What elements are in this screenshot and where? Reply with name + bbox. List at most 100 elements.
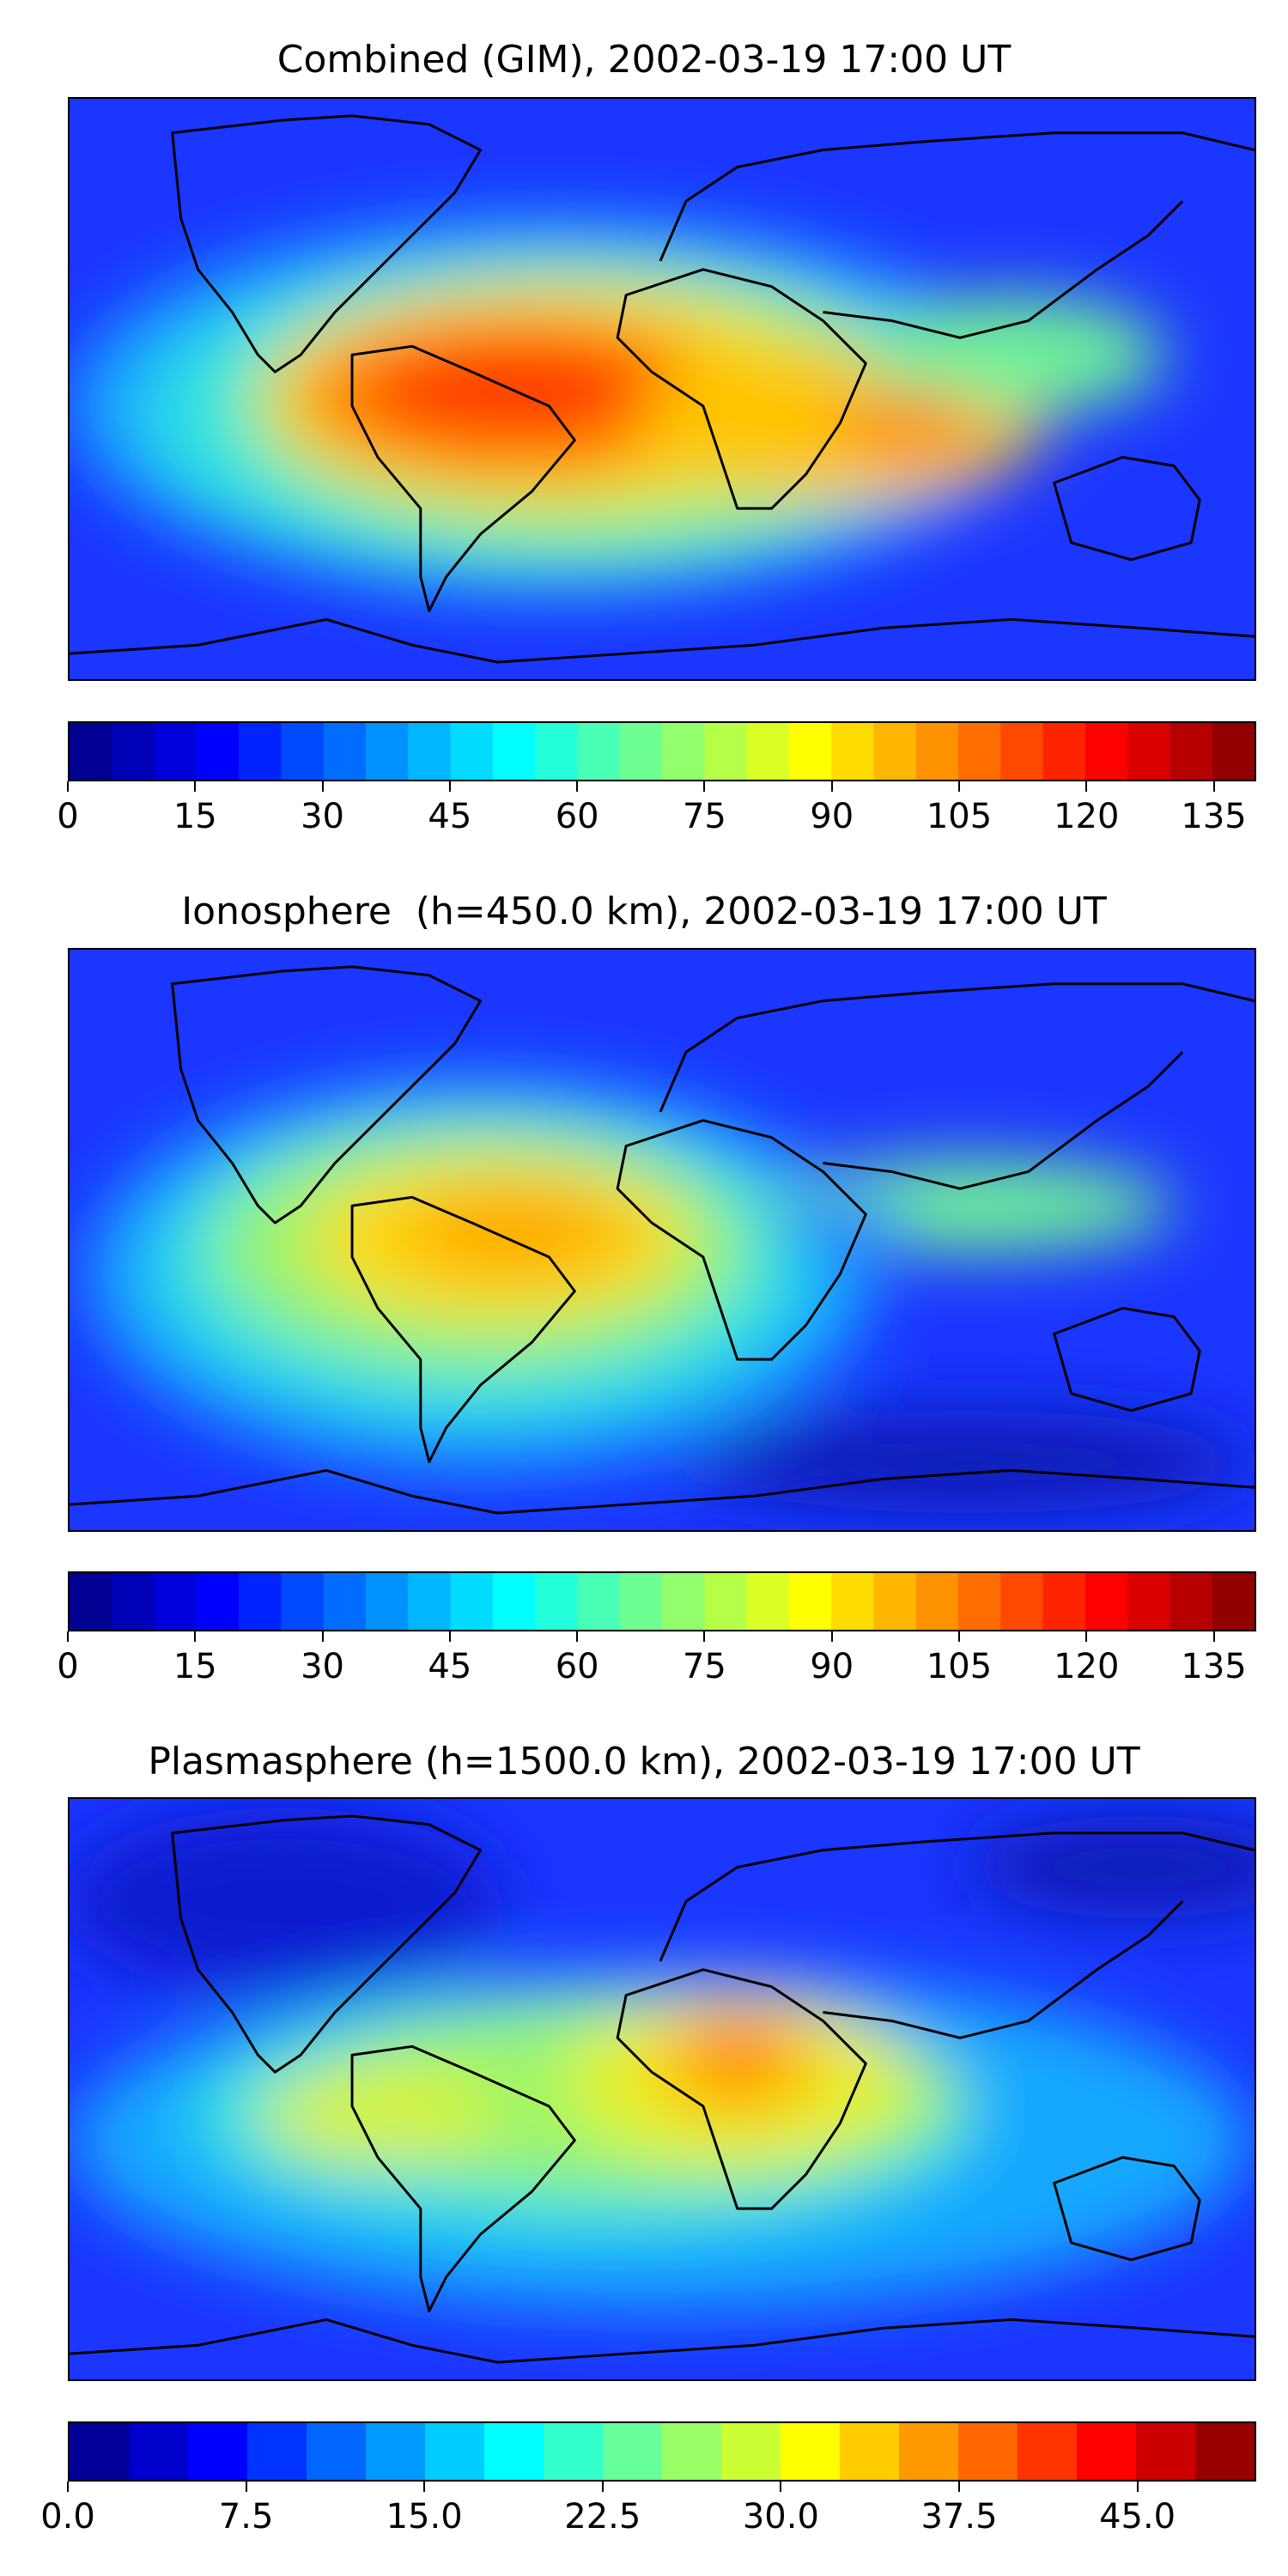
colorbar-tick-label: 75	[682, 797, 726, 836]
colorbar-swatches-0	[70, 723, 1255, 780]
colorbar-tick-label: 30	[301, 1647, 345, 1686]
colorbar-tick	[958, 781, 960, 792]
colorbar-tick-label: 0	[57, 1647, 79, 1686]
colorbar-tick	[245, 2482, 247, 2492]
colorbar-combined	[68, 721, 1256, 781]
colorbar-swatch	[831, 1573, 875, 1630]
colorbar-swatch	[281, 723, 325, 780]
north-america-outline	[171, 965, 483, 1224]
north-america-outline	[171, 1814, 483, 2074]
colorbar-swatch	[366, 1573, 409, 1630]
colorbar-swatch	[1170, 723, 1213, 780]
south-america-outline	[350, 2044, 576, 2312]
colorbar-swatch	[129, 2423, 189, 2480]
colorbar-swatch	[239, 723, 283, 780]
colorbar-swatch	[1042, 1573, 1086, 1630]
colorbar-tick-label: 120	[1054, 1647, 1120, 1686]
eurasia-outline	[659, 131, 1255, 339]
colorbar-swatch	[535, 1573, 579, 1630]
colorbar-swatch	[1077, 2423, 1137, 2480]
colorbar-swatch	[112, 723, 155, 780]
colorbar-tick	[1136, 2482, 1139, 2492]
colorbar-tick-label: 105	[926, 797, 993, 836]
colorbar-swatch	[323, 723, 367, 780]
panel-title: Ionosphere (h=450.0 km), 2002-03-19 17:0…	[181, 890, 1107, 933]
colorbar-swatch	[915, 1573, 959, 1630]
colorbar-swatch	[958, 2423, 1018, 2480]
colorbar-swatch	[577, 1573, 621, 1630]
colorbar-tick-label: 45	[428, 1647, 472, 1686]
colorbar-swatch	[239, 1573, 283, 1630]
colorbar-tick-label: 15	[173, 797, 217, 836]
eurasia-outline	[659, 982, 1255, 1190]
colorbar-tick	[1212, 1631, 1215, 1642]
colorbar-swatch	[788, 1573, 832, 1630]
colorbar-swatch	[662, 1573, 705, 1630]
colorbar-tick-label: 30.0	[742, 2497, 819, 2537]
colorbar-swatch	[662, 2423, 722, 2480]
colorbar-swatch	[70, 1573, 112, 1630]
colorbar-swatch	[1195, 2423, 1255, 2480]
colorbar-swatch	[831, 723, 875, 780]
colorbar-tick	[194, 1631, 197, 1642]
colorbar-swatch	[196, 1573, 240, 1630]
colorbar-swatch	[112, 1573, 155, 1630]
colorbar-tick	[576, 781, 579, 792]
colorbar-swatch	[154, 1573, 197, 1630]
colorbar-tick-label: 105	[926, 1647, 993, 1686]
colorbar-swatch	[1127, 723, 1171, 780]
australia-outline	[1053, 2156, 1201, 2262]
colorbar-swatch	[70, 2423, 130, 2480]
colorbar-tick-label: 22.5	[564, 2497, 641, 2537]
colorbar-swatch	[281, 1573, 325, 1630]
colorbar-swatch	[425, 2423, 485, 2480]
colorbar-swatch	[247, 2423, 307, 2480]
colorbar-swatch	[577, 723, 621, 780]
colorbar-swatch	[154, 723, 197, 780]
colorbar-tick-label: 15	[173, 1647, 217, 1686]
colorbar-tick	[67, 781, 69, 792]
heatmap-plasmasphere	[70, 1799, 1255, 2379]
south-america-outline	[350, 1195, 576, 1463]
colorbar-swatch	[603, 2423, 663, 2480]
australia-outline	[1053, 456, 1201, 562]
colorbar-tick-label: 37.5	[920, 2497, 998, 2537]
colorbar-tick	[448, 1631, 451, 1642]
colorbar-swatch	[704, 1573, 748, 1630]
colorbar-tick	[1212, 781, 1215, 792]
colorbar-tick	[703, 1631, 706, 1642]
heatmap-ionosphere	[70, 950, 1255, 1530]
colorbar-tick-label: 60	[555, 797, 599, 836]
colorbar-tick	[194, 781, 197, 792]
tec-map-plasmasphere	[68, 1797, 1256, 2381]
colorbar-swatch	[915, 723, 959, 780]
colorbar-swatch	[307, 2423, 367, 2480]
colorbar-swatch	[746, 1573, 790, 1630]
colorbar-tick-label: 0	[57, 797, 79, 836]
colorbar-tick-label: 90	[810, 1647, 854, 1686]
africa-outline	[616, 1968, 867, 2210]
colorbar-tick-label: 7.5	[218, 2497, 274, 2537]
colorbar-tick-label: 135	[1181, 1647, 1247, 1686]
colorbar-swatch	[873, 723, 917, 780]
colorbar-swatch	[408, 723, 452, 780]
colorbar-tick	[601, 2482, 604, 2492]
panel-title: Plasmasphere (h=1500.0 km), 2002-03-19 1…	[148, 1740, 1140, 1783]
colorbar-swatch	[721, 2423, 781, 2480]
colorbar-tick-label: 135	[1181, 797, 1247, 836]
colorbar-swatch	[544, 2423, 604, 2480]
colorbar-swatch	[323, 1573, 367, 1630]
colorbar-swatch	[746, 723, 790, 780]
colorbar-tick	[576, 1631, 579, 1642]
africa-outline	[616, 1119, 867, 1361]
colorbar-tick	[703, 781, 706, 792]
africa-outline	[616, 268, 867, 510]
colorbar-ticks-2: 0.0 7.5 15.0 22.5 30.0 37.5 45.0	[0, 2482, 1288, 2537]
colorbar-ticks-0: 0 15 30 45 60 75 90 105 120 135	[0, 781, 1288, 836]
colorbar-swatch	[619, 1573, 663, 1630]
colorbar-swatch	[1127, 1573, 1171, 1630]
colorbar-tick	[958, 2482, 960, 2492]
colorbar-tick	[1085, 781, 1088, 792]
colorbar-tick	[67, 1631, 69, 1642]
colorbar-tick	[423, 2482, 426, 2492]
